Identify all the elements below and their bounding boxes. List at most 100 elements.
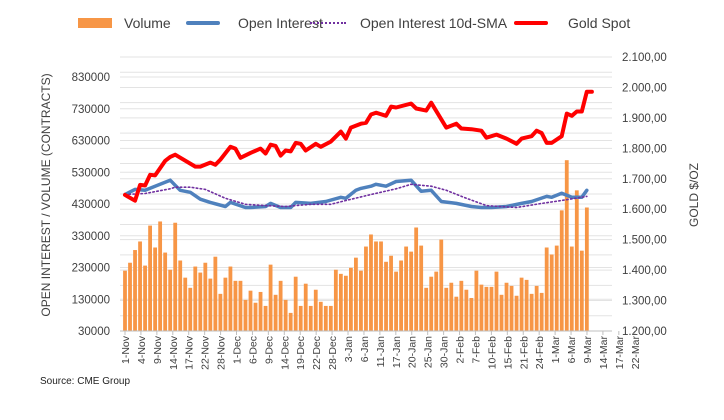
volume-bar (564, 160, 569, 331)
volume-bar (243, 299, 248, 331)
volume-bar (444, 287, 449, 331)
volume-bar (328, 305, 333, 331)
volume-bar (384, 261, 388, 331)
legend-sma: Open Interest 10d-SMA (310, 12, 507, 34)
source-note: Source: CME Group (40, 376, 131, 387)
x-tick-label: 22-Nov (200, 335, 212, 370)
y2-tick-label: 2.100,00 (622, 52, 667, 64)
legend-gold-spot: Gold Spot (514, 12, 630, 34)
axes: 1-Nov 4-Nov 9-Nov 14-Nov 17-Nov 22-Nov 28-Nov 1… (72, 52, 667, 370)
x-tick-label: 30-Jan (439, 336, 451, 368)
x-tick-label: 7-Feb (470, 336, 482, 364)
volume-bar (178, 260, 183, 331)
volume-bar (273, 294, 278, 331)
x-tick-label: 10-Feb (486, 336, 498, 369)
volume-bar (544, 247, 549, 331)
y2-tick-label: 1.800,00 (622, 143, 667, 155)
y-tick-label: 330000 (72, 231, 110, 243)
volume-bar (283, 299, 288, 331)
y2-tick-label: 2.000,00 (622, 82, 667, 94)
volume-bar (218, 293, 223, 331)
volume-bar (464, 289, 469, 331)
volume-bar (193, 266, 198, 331)
volume-bar (419, 245, 424, 331)
volume-bar (379, 241, 383, 331)
legend-swatch-open-interest (186, 21, 220, 25)
volume-bar (394, 271, 398, 331)
volume-bar (223, 277, 228, 331)
volume-bar (268, 264, 273, 331)
volume-bar (459, 280, 464, 331)
volume-bar (514, 295, 519, 331)
legend-label: Open Interest (238, 15, 323, 31)
x-tick-label: 9-Mar (582, 335, 594, 363)
y2-tick-label: 1.500,00 (622, 235, 667, 247)
volume-bar (484, 286, 489, 331)
x-tick-label: 11-Jan (375, 336, 387, 367)
volume-bar (313, 289, 318, 331)
volume-bar (213, 256, 218, 331)
volume-bar (278, 280, 283, 331)
volume-bar (414, 227, 419, 331)
volume-bar (253, 302, 258, 331)
volume-bar (138, 241, 142, 331)
x-tick-label: 14-Dec (279, 336, 291, 370)
volume-bar (559, 210, 564, 331)
volume-bar (569, 246, 574, 331)
volume-bar (248, 290, 253, 331)
x-tick-label: 6-Mar (566, 335, 578, 363)
volume-bar (303, 283, 308, 331)
volume-bar (449, 282, 454, 331)
volume-bar (369, 234, 373, 331)
volume-bar (424, 287, 429, 331)
x-tick-label: 17-Jan (391, 336, 403, 368)
volume-bar (399, 260, 403, 331)
volume-bar (228, 266, 233, 331)
volume-bar (364, 246, 368, 331)
x-tick-label: 22-Mar (630, 336, 642, 370)
x-tick-label: 1-Mar (550, 335, 562, 363)
volume-bar (153, 247, 158, 331)
x-tick-label: 6-Dec (247, 336, 259, 364)
y-tick-label: 30000 (78, 326, 110, 338)
x-tick-label: 24-Feb (534, 336, 546, 369)
volume-bar (318, 301, 323, 331)
open-interest-line (123, 178, 589, 210)
volume-bar (233, 280, 238, 331)
volume-bar (263, 305, 268, 331)
volume-bar (298, 305, 303, 331)
x-tick-label: 21-Feb (518, 336, 530, 369)
x-tick-label: 17-Mar (614, 336, 626, 370)
volume-bar (584, 207, 589, 331)
volume-bar (504, 282, 509, 331)
y2-tick-label: 1.400,00 (622, 265, 667, 277)
volume-bar (549, 254, 554, 331)
y2-tick-label: 1.900,00 (622, 113, 667, 125)
volume-bar (168, 269, 173, 331)
volume-bar (148, 225, 152, 331)
y-tick-label: 630000 (72, 136, 110, 148)
volume-bar (499, 294, 504, 331)
y-tick-label: 530000 (72, 167, 110, 179)
volume-bar (123, 270, 127, 331)
volume-bar (359, 270, 363, 331)
x-tick-label: 14-Nov (168, 335, 180, 370)
volume-bar (258, 291, 263, 331)
y2-tick-label: 1.700,00 (622, 174, 667, 186)
legend-label: Volume (124, 15, 171, 31)
y-tick-label: 430000 (72, 199, 110, 211)
x-tick-label: 15-Feb (502, 336, 514, 369)
legend-swatch-sma (310, 22, 346, 24)
volume-bar (574, 190, 579, 331)
volume-bar (338, 273, 343, 331)
volume-bar (409, 251, 414, 331)
x-tick-label: 3-Jan (343, 336, 355, 362)
volume-bar (173, 222, 178, 331)
volume-bar (529, 293, 534, 331)
legend-label: Gold Spot (568, 15, 631, 31)
y2-tick-label: 1.600,00 (622, 204, 667, 216)
volume-bar (579, 250, 584, 331)
volume-bar (539, 292, 544, 331)
volume-bar (434, 271, 439, 331)
volume-bar (479, 284, 484, 331)
